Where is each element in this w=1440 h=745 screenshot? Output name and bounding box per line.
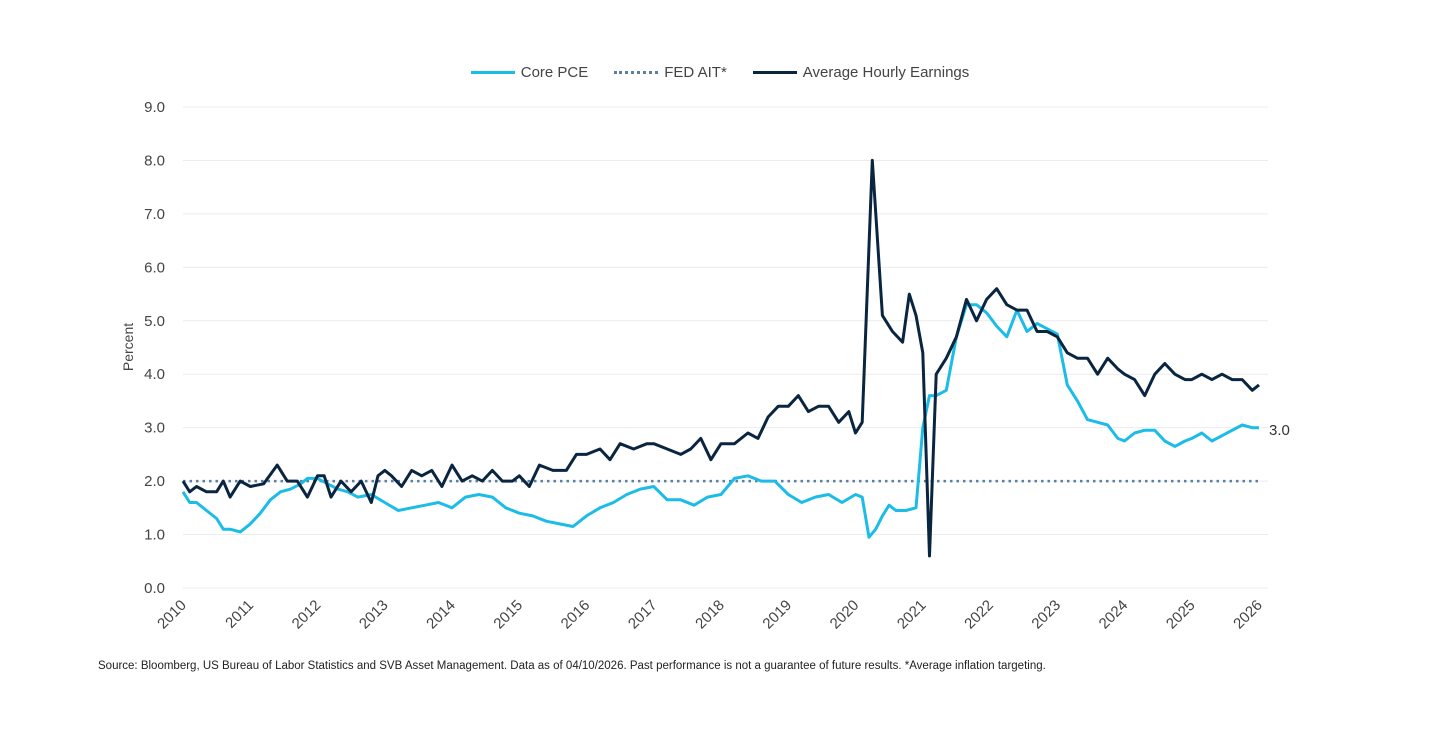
x-tick-label: 2026 bbox=[1230, 597, 1266, 633]
x-tick-label: 2021 bbox=[894, 597, 930, 633]
x-tick-label: 2010 bbox=[154, 597, 190, 633]
x-tick-label: 2013 bbox=[356, 597, 392, 633]
y-tick-label: 6.0 bbox=[144, 259, 165, 276]
x-tick-label: 2011 bbox=[222, 597, 257, 632]
x-tick-label: 2020 bbox=[827, 597, 863, 633]
gridlines bbox=[183, 106, 1268, 589]
legend-swatch-fed-ait bbox=[614, 71, 659, 74]
y-tick-label: 0.0 bbox=[144, 580, 165, 597]
legend-item-ahe: Average Hourly Earnings bbox=[752, 64, 970, 81]
y-tick-label: 2.0 bbox=[144, 473, 165, 490]
legend-item-core-pce: Core PCE bbox=[470, 64, 589, 81]
legend-swatch-core-pce bbox=[470, 71, 515, 74]
series-line-average-hourly-earnings bbox=[181, 158, 1260, 558]
y-tick-label: 5.0 bbox=[144, 313, 165, 330]
y-tick-label: 9.0 bbox=[144, 99, 165, 116]
legend-label-ahe: Average Hourly Earnings bbox=[802, 64, 970, 81]
legend-label-core-pce: Core PCE bbox=[520, 64, 589, 81]
y-tick-label: 4.0 bbox=[144, 366, 165, 383]
x-tick-label: 2019 bbox=[759, 597, 795, 633]
series-line-core-pce bbox=[181, 303, 1259, 539]
legend-item-fed-ait: FED AIT* bbox=[614, 64, 727, 81]
x-tick-label: 2016 bbox=[558, 597, 594, 633]
end-value-label: 3.0 bbox=[1269, 422, 1290, 439]
x-tick-label: 2023 bbox=[1028, 597, 1064, 633]
x-tick-label: 2025 bbox=[1163, 597, 1199, 633]
legend-label-fed-ait: FED AIT* bbox=[664, 64, 727, 81]
x-tick-label: 2012 bbox=[289, 597, 325, 633]
x-tick-label: 2014 bbox=[423, 597, 459, 633]
legend-swatch-ahe bbox=[752, 71, 797, 74]
x-tick-label: 2015 bbox=[490, 597, 526, 633]
y-tick-label: 1.0 bbox=[144, 527, 165, 544]
x-tick-label: 2018 bbox=[692, 597, 728, 633]
y-tick-label: 7.0 bbox=[144, 206, 165, 223]
series-lines bbox=[181, 158, 1260, 558]
y-axis-ticks: 0.0 1.0 2.0 3.0 4.0 5.0 6.0 7.0 8.0 9.0 bbox=[144, 99, 165, 597]
x-tick-label: 2017 bbox=[625, 597, 661, 633]
x-tick-label: 2024 bbox=[1096, 597, 1132, 633]
y-axis-title: Percent bbox=[120, 323, 136, 371]
chart-legend: Core PCE FED AIT* Average Hourly Earning… bbox=[0, 64, 1440, 81]
y-tick-label: 3.0 bbox=[144, 420, 165, 437]
source-note: Source: Bloomberg, US Bureau of Labor St… bbox=[98, 660, 1046, 672]
x-tick-label: 2022 bbox=[961, 597, 997, 633]
y-tick-label: 8.0 bbox=[144, 152, 165, 169]
x-axis-ticks: 2010 2011 2012 2013 2014 2015 2016 2017 2018 2019… bbox=[154, 597, 1266, 633]
